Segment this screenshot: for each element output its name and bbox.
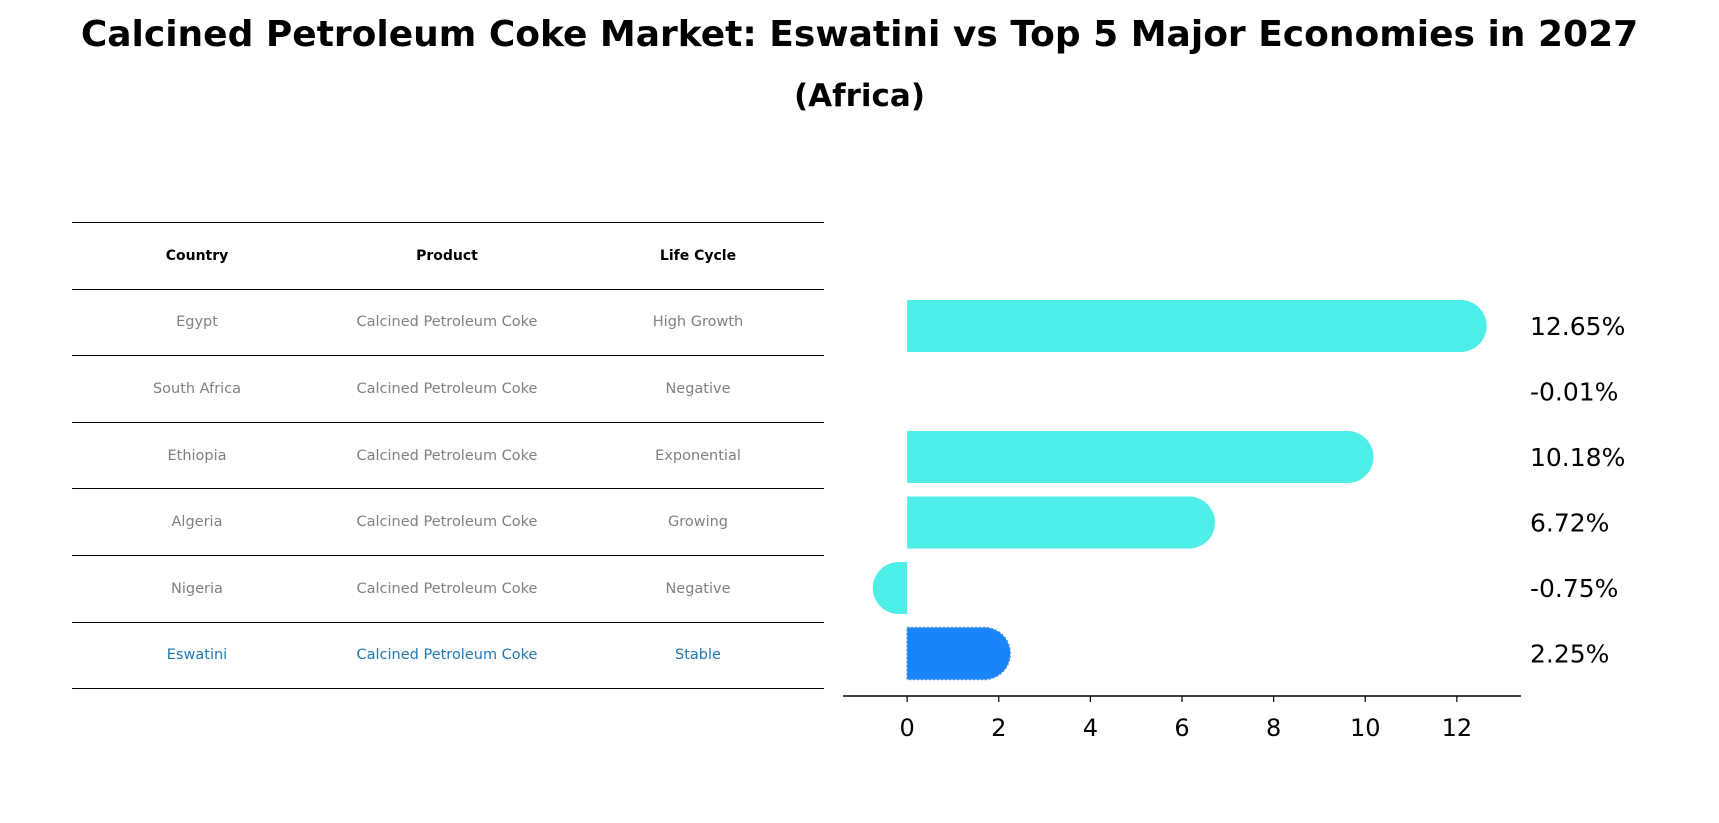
bar-eswatini <box>906 626 1011 681</box>
x-tick-label: 12 <box>1442 714 1473 742</box>
cell-country: Nigeria <box>72 555 322 623</box>
cell-life-cycle: Negative <box>572 555 824 623</box>
cell-country: Algeria <box>72 488 322 556</box>
table-header-row: Country Product Life Cycle <box>72 222 824 290</box>
cell-country: Eswatini <box>72 622 322 690</box>
x-tick-label: 8 <box>1266 714 1281 742</box>
cell-life-cycle: Growing <box>572 488 824 556</box>
country-table: Country Product Life Cycle Egypt Calcine… <box>72 222 824 690</box>
cell-product: Calcined Petroleum Coke <box>322 622 572 690</box>
data-label: 10.18% <box>1530 443 1625 472</box>
cell-life-cycle: Negative <box>572 355 824 423</box>
table-row: Algeria Calcined Petroleum Coke Growing <box>72 488 824 556</box>
header-life-cycle: Life Cycle <box>572 222 824 290</box>
bar-egypt <box>907 300 1487 352</box>
x-tick-label: 0 <box>899 714 914 742</box>
bar-ethiopia <box>907 431 1374 483</box>
table-row-highlighted: Eswatini Calcined Petroleum Coke Stable <box>72 622 824 690</box>
header-product: Product <box>322 222 572 290</box>
x-tick-label: 2 <box>991 714 1006 742</box>
cell-life-cycle: High Growth <box>572 289 824 357</box>
table-row: Nigeria Calcined Petroleum Coke Negative <box>72 555 824 623</box>
data-label: -0.01% <box>1530 378 1618 407</box>
x-tick-label: 6 <box>1174 714 1189 742</box>
data-label: 2.25% <box>1530 640 1609 669</box>
x-tick-label: 4 <box>1083 714 1098 742</box>
cell-life-cycle: Exponential <box>572 422 824 490</box>
data-label: 6.72% <box>1530 509 1609 538</box>
cell-product: Calcined Petroleum Coke <box>322 422 572 490</box>
header-country: Country <box>72 222 322 290</box>
cell-country: Egypt <box>72 289 322 357</box>
bar-algeria <box>907 496 1215 549</box>
table-row: Ethiopia Calcined Petroleum Coke Exponen… <box>72 422 824 490</box>
data-label: 12.65% <box>1530 312 1625 341</box>
cell-product: Calcined Petroleum Coke <box>322 355 572 423</box>
cell-country: South Africa <box>72 355 322 423</box>
chart-title: Calcined Petroleum Coke Market: Eswatini… <box>80 14 1639 55</box>
cell-country: Ethiopia <box>72 422 322 490</box>
data-label: -0.75% <box>1530 574 1618 603</box>
cell-product: Calcined Petroleum Coke <box>322 488 572 556</box>
cell-life-cycle: Stable <box>572 622 824 690</box>
bar-nigeria <box>872 562 908 614</box>
cell-product: Calcined Petroleum Coke <box>322 555 572 623</box>
chart-subtitle: (Africa) <box>793 78 926 114</box>
cell-product: Calcined Petroleum Coke <box>322 289 572 357</box>
x-tick-label: 10 <box>1350 714 1381 742</box>
table-row: Egypt Calcined Petroleum Coke High Growt… <box>72 289 824 357</box>
table-row: South Africa Calcined Petroleum Coke Neg… <box>72 355 824 423</box>
